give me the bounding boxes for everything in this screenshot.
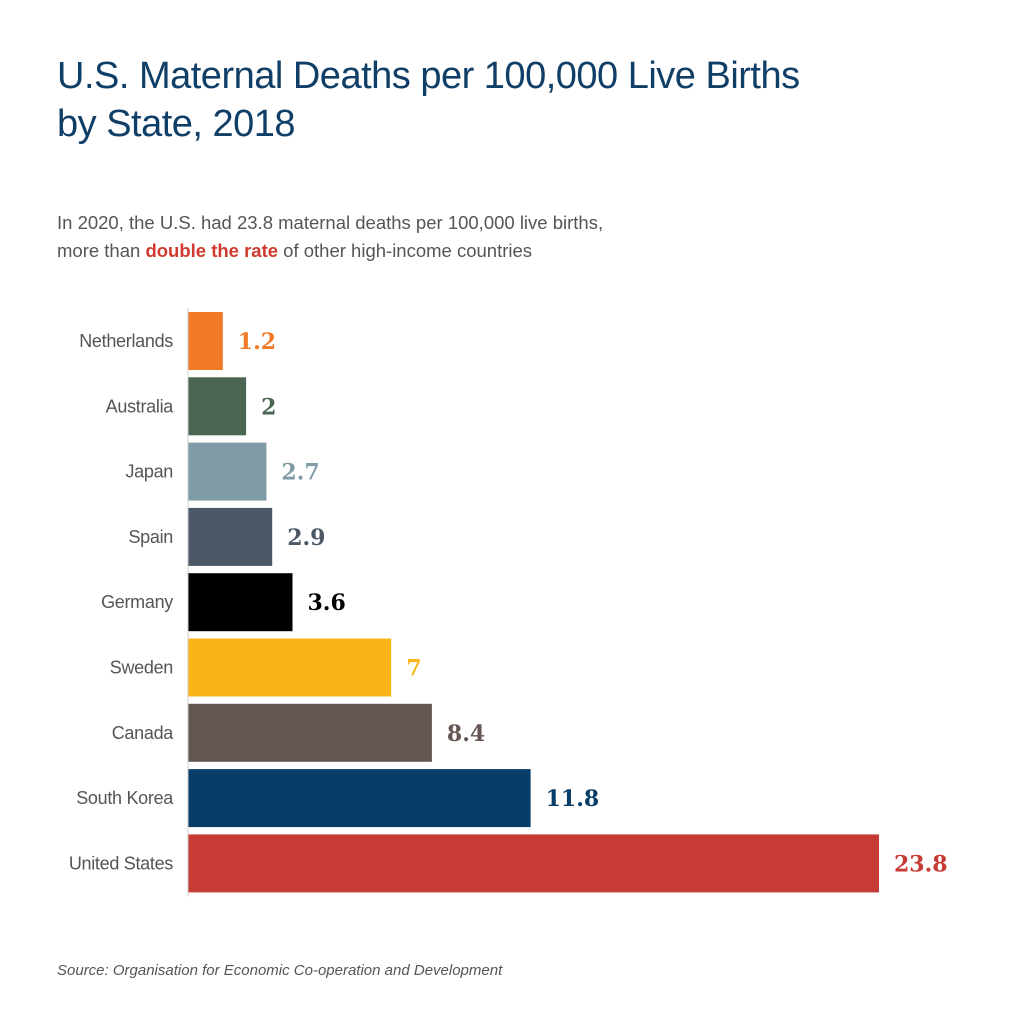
bar-australia (188, 377, 247, 436)
category-label-japan: Japan (125, 462, 173, 482)
category-label-sweden: Sweden (110, 658, 173, 678)
chart-subtitle: In 2020, the U.S. had 23.8 maternal deat… (57, 209, 957, 265)
bar-germany (188, 573, 293, 632)
chart-title-line-1: U.S. Maternal Deaths per 100,000 Live Bi… (57, 55, 800, 97)
category-label-canada: Canada (112, 723, 175, 743)
bar-spain (188, 507, 273, 566)
subtitle-line-2-after: of other high-income countries (278, 240, 533, 261)
source-note: Source: Organisation for Economic Co-ope… (57, 962, 503, 979)
bar-sweden (188, 638, 392, 697)
subtitle-highlight: double the rate (145, 240, 279, 261)
bar-netherlands (188, 312, 223, 370)
category-label-spain: Spain (128, 527, 173, 547)
bar-united-states (188, 834, 879, 893)
subtitle-line-2-before: more than (57, 240, 146, 261)
category-label-germany: Germany (101, 592, 173, 612)
value-label-australia: 2 (261, 394, 276, 420)
value-label-netherlands: 1.2 (238, 329, 276, 355)
subtitle-line-1: In 2020, the U.S. had 23.8 maternal deat… (57, 212, 604, 233)
category-label-netherlands: Netherlands (79, 331, 173, 351)
bar-south-korea (188, 769, 531, 828)
value-label-united-states: 23.8 (894, 851, 948, 877)
bar-chart: Netherlands 1.2 Australia 2 Japan 2.7 Spain 2.9… (69, 308, 948, 897)
value-label-sweden: 7 (406, 656, 421, 682)
bar-group: Netherlands 1.2 Australia 2 Japan 2.7 Spain 2.9… (69, 312, 948, 893)
chart-title-line-2: by State, 2018 (57, 103, 296, 145)
value-label-japan: 2.7 (281, 460, 319, 486)
value-label-germany: 3.6 (308, 590, 346, 616)
bar-japan (188, 442, 267, 501)
bar-canada (188, 703, 432, 762)
category-label-south-korea: South Korea (76, 788, 174, 808)
category-label-united-states: United States (69, 853, 173, 873)
category-label-australia: Australia (106, 396, 175, 416)
value-label-south-korea: 11.8 (546, 786, 600, 812)
value-label-canada: 8.4 (447, 721, 485, 747)
chart-title: U.S. Maternal Deaths per 100,000 Live Bi… (57, 52, 957, 148)
value-label-spain: 2.9 (287, 525, 325, 551)
